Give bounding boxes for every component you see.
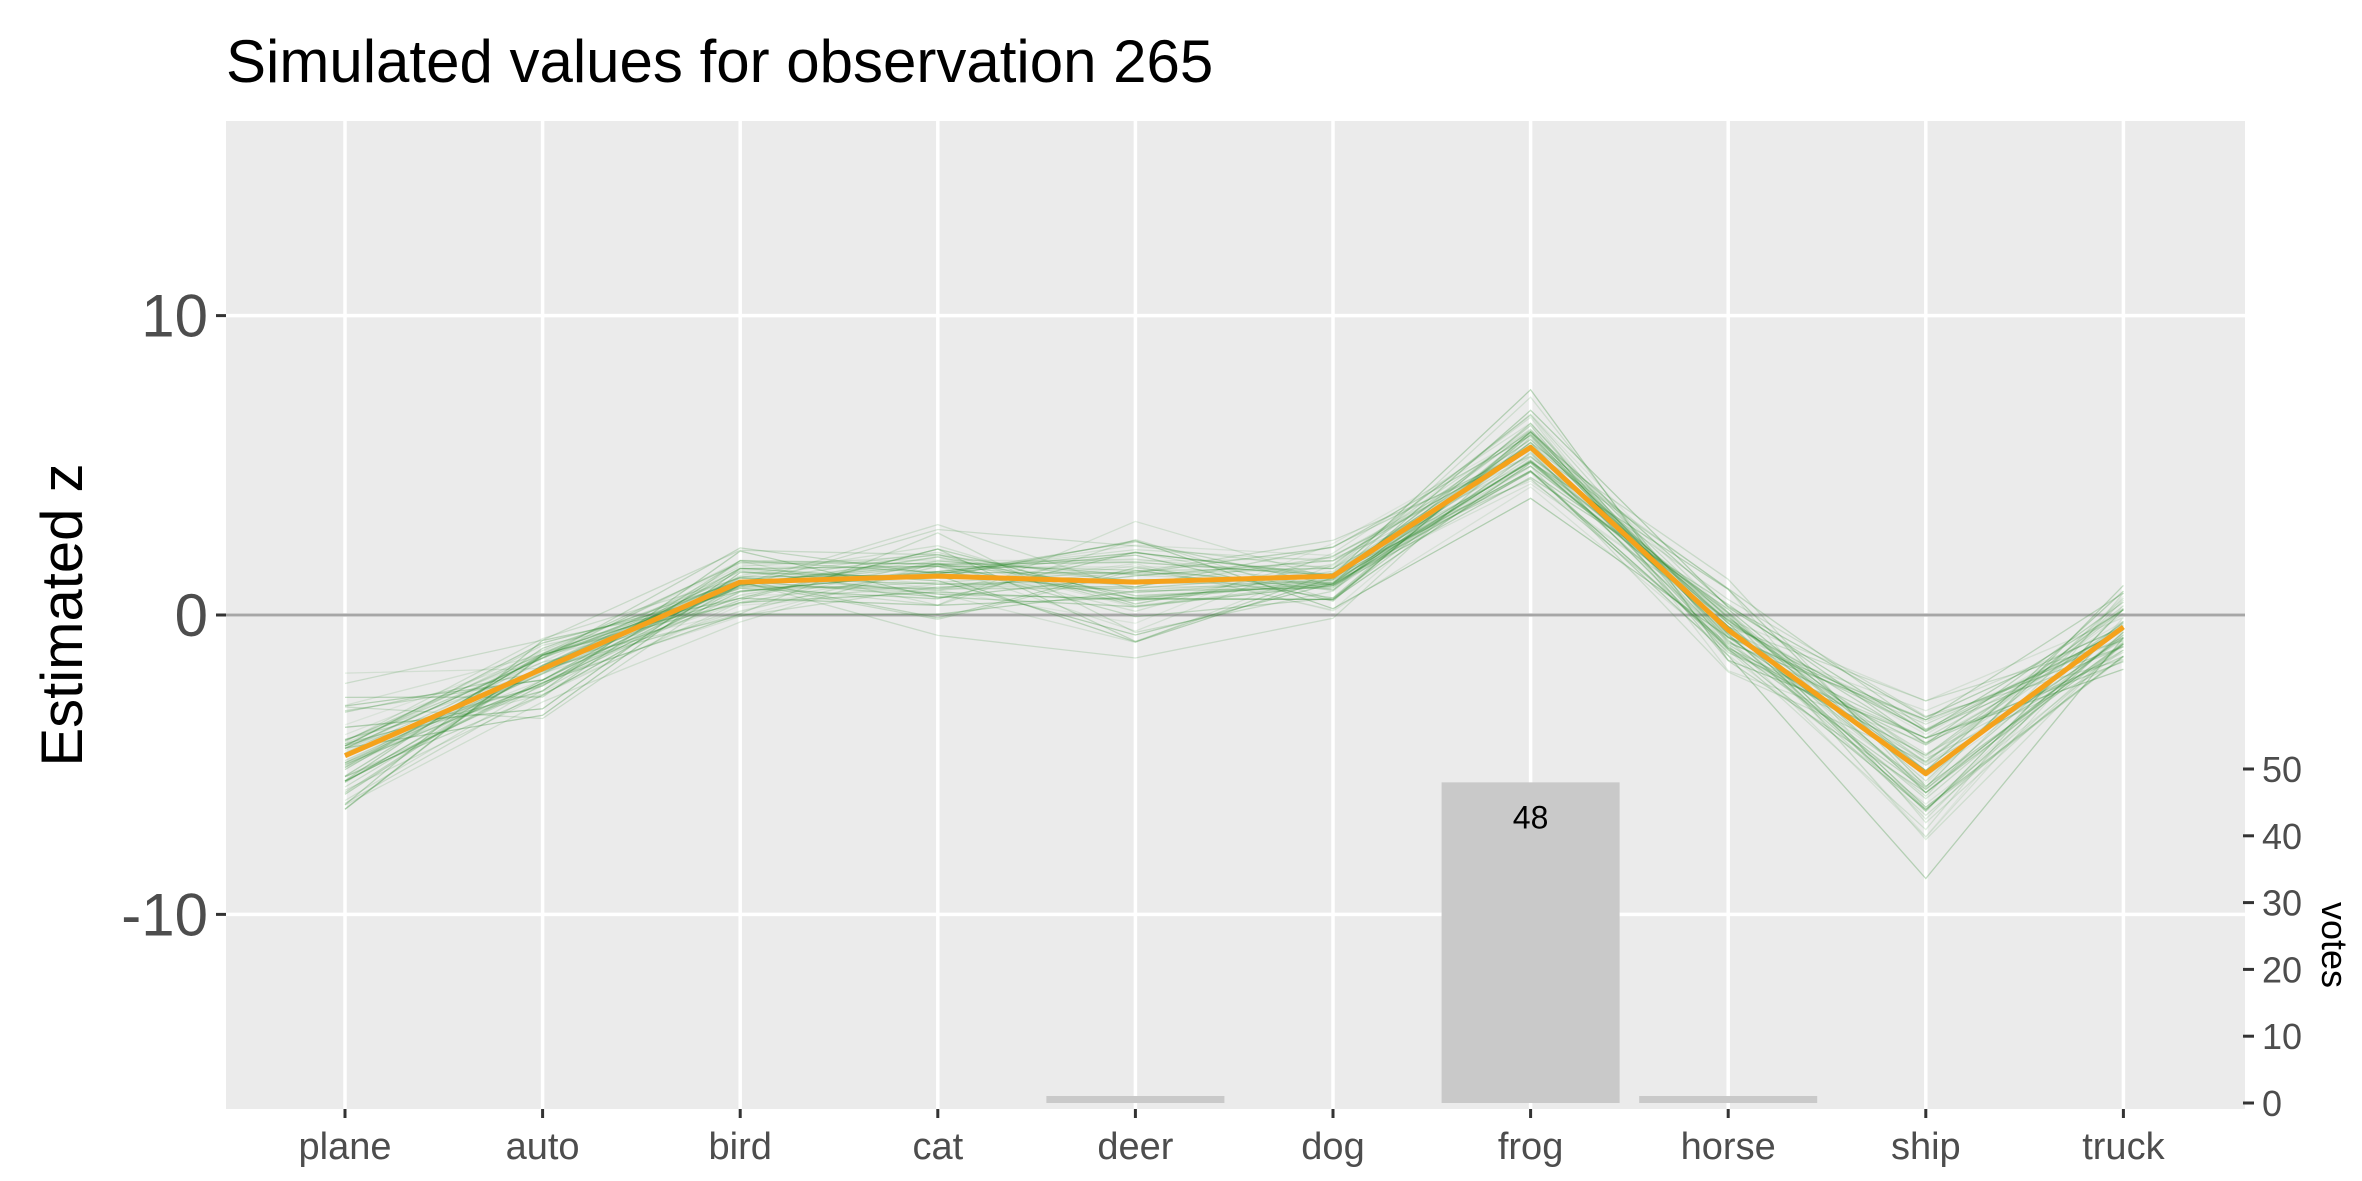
simulation-line [344, 470, 2124, 880]
simulation-line [344, 441, 2124, 811]
simulation-line [344, 448, 2124, 810]
y-tick-label: 0 [175, 582, 208, 649]
vote-label-frog: 48 [1513, 799, 1549, 835]
simulation-line [344, 445, 2124, 824]
votes-tick-label: 30 [2262, 883, 2302, 924]
simulation-line [344, 413, 2124, 838]
y-axis: -10 0 10 [121, 283, 226, 948]
votes-bars: 48 [1046, 782, 1818, 1103]
simulation-line [344, 416, 2124, 744]
simulation-line [344, 434, 2124, 817]
simulation-line [344, 455, 2124, 765]
simulation-line [344, 441, 2124, 749]
x-tick-label-cat: cat [912, 1126, 963, 1168]
simulation-line [344, 453, 2124, 790]
chart-title: Simulated values for observation 265 [226, 28, 1213, 95]
simulation-line [344, 462, 2124, 813]
simulation-line [344, 465, 2124, 764]
simulation-line [344, 480, 2124, 758]
simulation-line [344, 436, 2124, 804]
x-tick-label-deer: deer [1097, 1126, 1173, 1168]
y-tick-label: 10 [141, 283, 208, 350]
vote-bar-deer [1046, 1096, 1225, 1103]
x-tick-label-horse: horse [1681, 1126, 1776, 1168]
simulation-line [344, 461, 2124, 810]
simulation-line [344, 471, 2124, 791]
simulation-line [344, 428, 2124, 831]
simulation-line [344, 483, 2124, 763]
simulation-line [344, 458, 2124, 797]
simulation-line [344, 431, 2124, 782]
simulation-line [344, 460, 2124, 778]
x-tick-label-truck: truck [2082, 1126, 2165, 1168]
votes-tick-label: 20 [2262, 949, 2302, 990]
simulation-line [344, 422, 2124, 769]
simulation-line [344, 461, 2124, 841]
simulation-line [344, 443, 2124, 755]
vote-bar-horse [1639, 1096, 1818, 1103]
y-tick-label: -10 [121, 881, 208, 948]
simulation-line [344, 446, 2124, 744]
simulation-line [344, 438, 2124, 808]
simulation-line [344, 459, 2124, 712]
simulation-line [344, 424, 2124, 794]
simulation-line [344, 461, 2124, 787]
simulation-line [344, 446, 2124, 745]
simulation-line [344, 434, 2124, 721]
x-tick-label-auto: auto [506, 1126, 580, 1168]
votes-tick-label: 10 [2262, 1016, 2302, 1057]
estimate-line [343, 444, 2125, 777]
votes-tick-label: 40 [2262, 816, 2302, 857]
votes-axis: 0 10 20 30 40 50 [2243, 749, 2302, 1124]
simulation-line [344, 413, 2124, 800]
simulation-line [344, 476, 2124, 749]
votes-tick-label: 0 [2262, 1083, 2282, 1124]
simulation-line [344, 469, 2124, 764]
simulation-line [344, 449, 2124, 754]
x-tick-label-plane: plane [299, 1126, 392, 1168]
x-tick-label-dog: dog [1301, 1126, 1364, 1168]
simulation-line [344, 465, 2124, 778]
x-tick-label-ship: ship [1891, 1126, 1961, 1168]
x-tick-label-bird: bird [709, 1126, 772, 1168]
votes-axis-label: votes [2314, 902, 2355, 988]
votes-tick-label: 50 [2262, 749, 2302, 790]
vote-bar-frog [1441, 782, 1620, 1103]
simulation-line [344, 414, 2124, 805]
estimate-series [343, 444, 2125, 777]
simulation-line [344, 455, 2124, 782]
x-axis: plane auto bird cat deer dog frog horse ship truc… [299, 1109, 2166, 1168]
x-tick-label-frog: frog [1498, 1126, 1563, 1168]
simulation-line [344, 442, 2124, 794]
simulation-lines [344, 388, 2124, 880]
y-axis-label: Estimated z [30, 464, 95, 767]
simulation-line [344, 433, 2124, 806]
